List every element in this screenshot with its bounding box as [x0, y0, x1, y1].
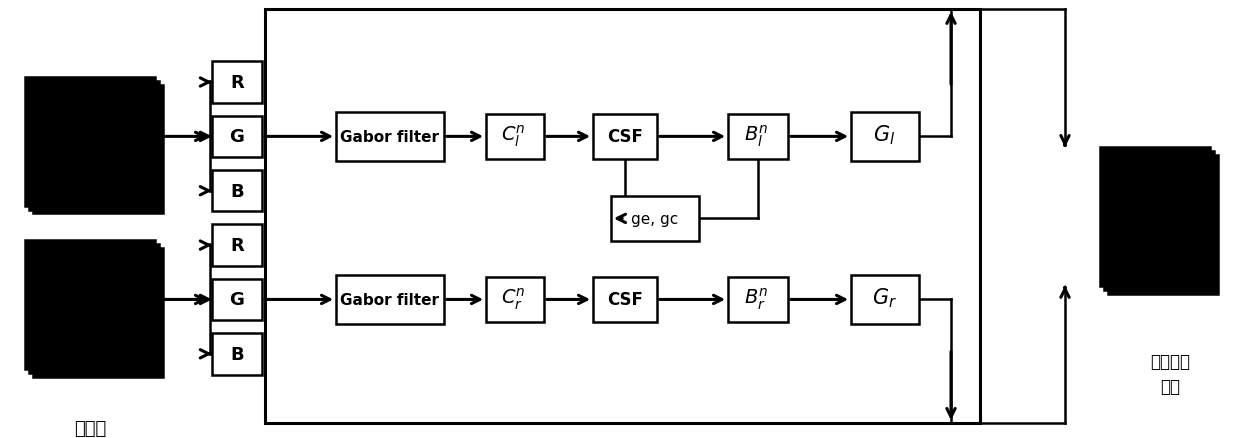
Bar [212, 170, 262, 212]
Text: $B_l^n$: $B_l^n$ [744, 124, 769, 149]
Bar [851, 113, 919, 162]
Bar [265, 10, 980, 423]
Text: ge, gc: ge, gc [631, 212, 678, 226]
Text: G: G [229, 128, 244, 146]
Text: $C_r^n$: $C_r^n$ [501, 286, 526, 311]
Text: B: B [231, 345, 244, 363]
Text: R: R [231, 237, 244, 254]
Bar [29, 244, 159, 373]
Text: R: R [231, 74, 244, 92]
Bar [486, 277, 544, 322]
Bar [611, 196, 699, 242]
Bar [33, 248, 162, 377]
Bar [486, 114, 544, 160]
Bar [212, 279, 262, 321]
Bar [212, 117, 262, 158]
Bar [336, 275, 444, 325]
Text: $B_r^n$: $B_r^n$ [744, 286, 769, 311]
Text: Gabor filter: Gabor filter [341, 292, 439, 307]
Text: 左视图: 左视图 [74, 271, 107, 289]
Bar [336, 113, 444, 162]
Bar [1100, 148, 1210, 286]
Bar [212, 333, 262, 374]
Text: Gabor filter: Gabor filter [341, 130, 439, 145]
Bar [1109, 156, 1218, 294]
Bar [728, 277, 787, 322]
Text: $G_l$: $G_l$ [873, 124, 895, 147]
Text: 彩色融合
图像: 彩色融合 图像 [1149, 352, 1190, 395]
Text: CSF: CSF [608, 128, 642, 146]
Text: $C_l^n$: $C_l^n$ [501, 124, 526, 149]
Bar [25, 78, 155, 206]
Bar [593, 114, 657, 160]
Bar [212, 62, 262, 103]
Bar [593, 277, 657, 322]
Bar [728, 114, 787, 160]
Bar [212, 225, 262, 266]
Bar [1104, 152, 1214, 290]
Text: B: B [231, 182, 244, 200]
Text: CSF: CSF [608, 291, 642, 309]
Bar [851, 275, 919, 325]
Text: $G_r$: $G_r$ [872, 286, 897, 310]
Text: 右视图: 右视图 [74, 419, 107, 437]
Bar [29, 82, 159, 210]
Text: G: G [229, 291, 244, 309]
Bar [25, 240, 155, 369]
Bar [33, 86, 162, 214]
